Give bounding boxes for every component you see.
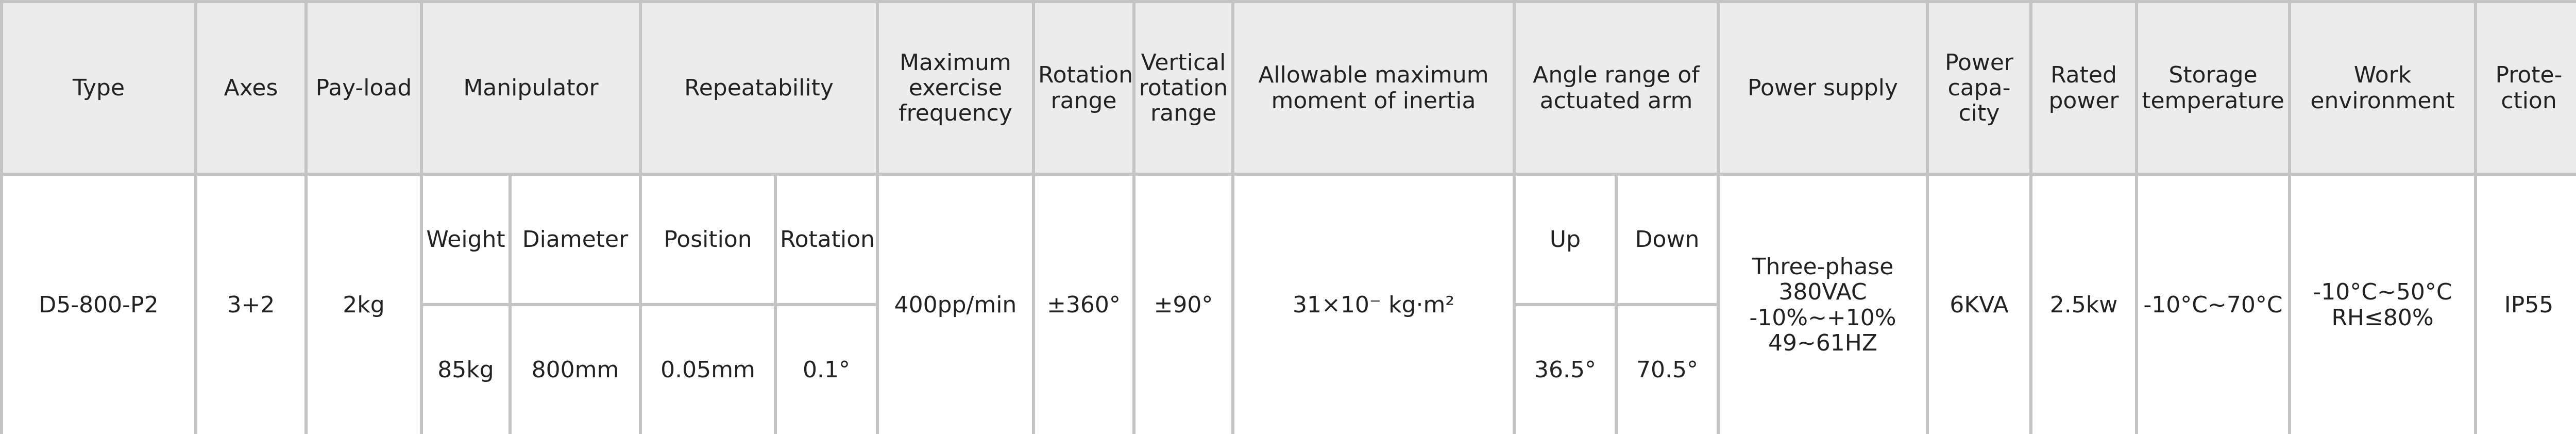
value-cell: 70.5° — [1615, 303, 1720, 434]
value-cell: 0.1° — [774, 303, 879, 434]
header-cell: Power supply — [1717, 0, 1929, 176]
value-cell: IP55 — [2474, 173, 2576, 434]
value-cell: D5-800-P2 — [0, 173, 197, 434]
value-cell: -10°C~70°C — [2135, 173, 2291, 434]
value-cell: 800mm — [509, 303, 642, 434]
header-cell: Repeatability — [639, 0, 879, 176]
header-cell: Vertical rotation range — [1132, 0, 1234, 176]
value-cell: 2.5kw — [2029, 173, 2138, 434]
header-cell: Axes — [194, 0, 308, 176]
value-cell: 0.05mm — [639, 303, 777, 434]
value-cell: 85kg — [420, 303, 512, 434]
subheader-cell: Weight — [420, 173, 512, 306]
header-cell: Work environment — [2288, 0, 2477, 176]
header-cell: Manipulator — [420, 0, 642, 176]
value-cell: 2kg — [304, 173, 423, 434]
header-cell: Type — [0, 0, 197, 176]
header-cell: Angle range of actuated arm — [1513, 0, 1720, 176]
header-cell: Rotation range — [1032, 0, 1136, 176]
header-cell: Power capa-city — [1926, 0, 2032, 176]
subheader-cell: Down — [1615, 173, 1720, 306]
value-cell: Three-phase 380VAC -10%~+10% 49~61HZ — [1717, 173, 1929, 434]
value-cell: 400pp/min — [876, 173, 1035, 434]
subheader-cell: Rotation — [774, 173, 879, 306]
header-cell: Allowable maximum moment of inertia — [1231, 0, 1516, 176]
header-cell: Maximum exercise frequency — [876, 0, 1035, 176]
value-cell: -10°C~50°C RH≤80% — [2288, 173, 2477, 434]
header-cell: Rated power — [2029, 0, 2138, 176]
data-row: 85kg 800mm 0.05mm 0.1° 36.5° 70.5° — [2, 303, 2576, 434]
header-cell: Pay-load — [304, 0, 423, 176]
value-cell: 31×10⁻ kg·m² — [1231, 173, 1516, 434]
value-cell: 3+2 — [194, 173, 308, 434]
data-row: D5-800-P2 3+2 2kg Weight Diameter Position Rot… — [0, 173, 2576, 434]
header-cell: Prote-ction — [2474, 0, 2576, 176]
header-row: Type Axes Pay-load Manipulator Repeatability… — [0, 0, 2576, 176]
value-cell: 36.5° — [1513, 303, 1618, 434]
value-cell: ±360° — [1032, 173, 1136, 434]
subheader-cell: Diameter — [509, 173, 642, 306]
subheader-cell: Position — [639, 173, 777, 306]
value-cell: ±90° — [1132, 173, 1234, 434]
header-cell: Storage temperature — [2135, 0, 2291, 176]
value-cell: 6KVA — [1926, 173, 2032, 434]
subheader-cell: Up — [1513, 173, 1618, 306]
